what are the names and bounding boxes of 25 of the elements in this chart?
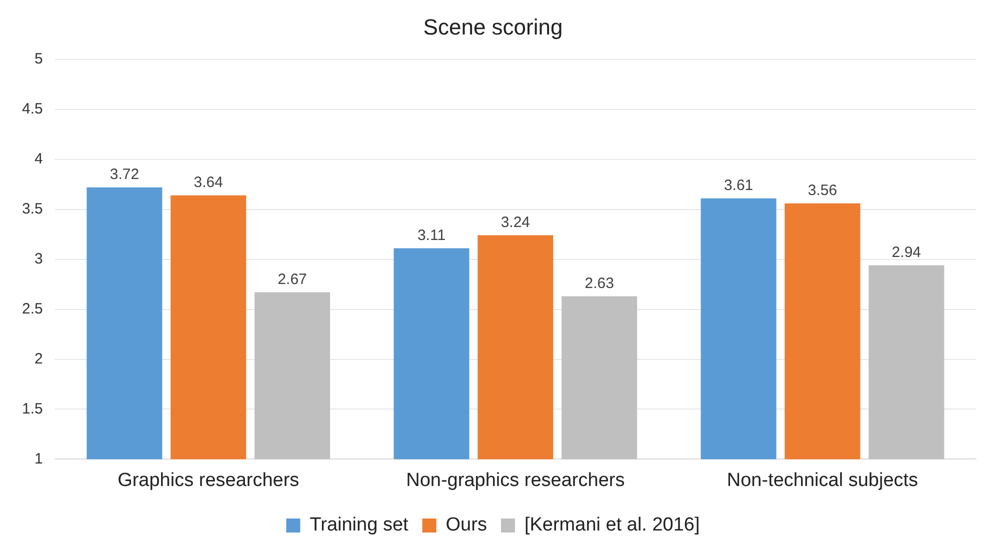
legend-label: [Kermani et al. 2016] — [524, 514, 700, 536]
y-tick-label: 4 — [34, 150, 43, 168]
data-label: 3.72 — [110, 166, 140, 183]
y-tick-label: 3.5 — [22, 200, 43, 218]
y-tick-label: 1.5 — [22, 400, 43, 418]
legend-label: Ours — [446, 514, 487, 536]
x-tick-label: Non-graphics researchers — [406, 470, 625, 491]
data-label: 2.63 — [584, 274, 614, 292]
y-tick-label: 3 — [34, 250, 43, 268]
data-label: 3.24 — [500, 214, 530, 231]
x-tick-label: Graphics researchers — [118, 470, 300, 491]
y-tick-label: 2.5 — [22, 300, 43, 318]
y-tick-label: 4.5 — [22, 100, 43, 118]
legend-label: Training set — [310, 514, 410, 536]
y-tick-label: 2 — [34, 350, 43, 368]
y-tick-label: 5 — [34, 50, 43, 68]
data-label: 3.56 — [808, 182, 838, 199]
data-label: 3.11 — [417, 226, 446, 244]
data-label: 2.94 — [892, 244, 922, 261]
data-label: 3.61 — [724, 176, 754, 194]
data-label: 3.64 — [194, 174, 223, 191]
chart-title: Scene scoring — [423, 14, 563, 40]
data-label: 2.67 — [278, 270, 307, 288]
y-tick-label: 1 — [34, 450, 43, 468]
x-tick-label: Non-technical subjects — [726, 470, 918, 491]
